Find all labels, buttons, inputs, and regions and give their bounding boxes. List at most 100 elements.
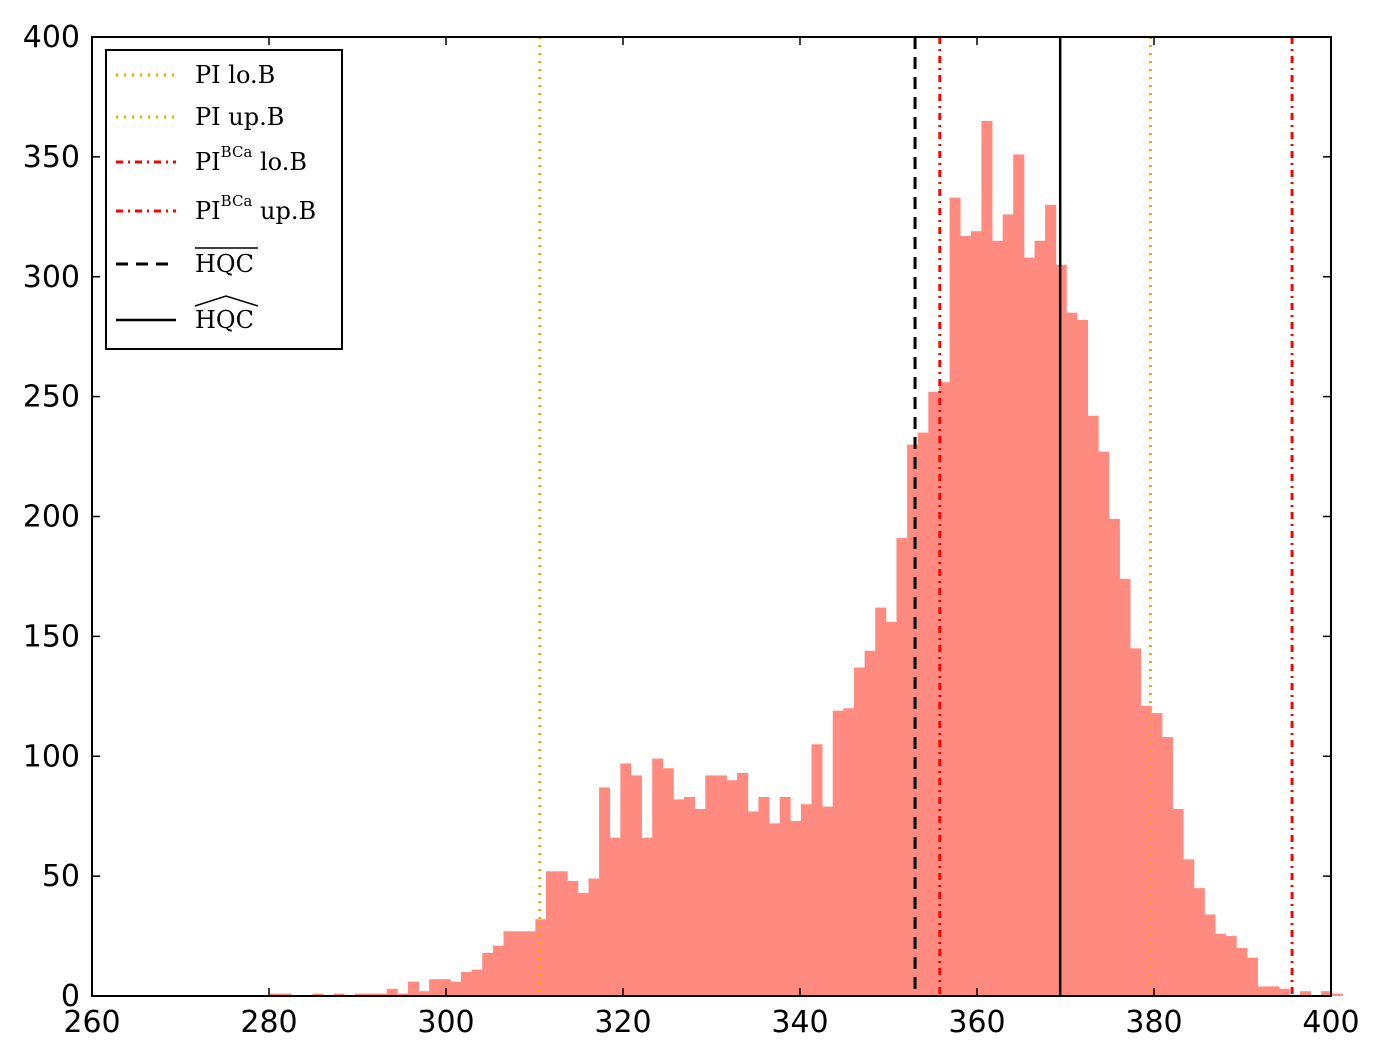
histogram-bar — [853, 667, 866, 996]
histogram-bar — [779, 797, 791, 996]
y-tick-label: 150 — [23, 619, 80, 654]
histogram-bar — [652, 758, 664, 996]
legend-box — [105, 49, 343, 350]
x-tick-label: 400 — [1302, 1005, 1359, 1040]
histogram-bar — [715, 775, 727, 996]
histogram-bar — [896, 538, 908, 996]
legend-label: HQC — [195, 306, 254, 334]
histogram-bar — [1034, 240, 1046, 997]
histogram-bar — [1023, 257, 1035, 996]
histogram-bar — [684, 797, 696, 996]
histogram-bar — [694, 809, 706, 996]
legend-label: HQC — [195, 250, 254, 278]
x-tick-label: 360 — [948, 1005, 1005, 1040]
histogram-bar — [397, 993, 409, 996]
histogram-bar — [992, 240, 1004, 997]
histogram-bar — [1246, 957, 1258, 996]
histogram-bar — [641, 837, 653, 996]
histogram-bar — [1268, 986, 1280, 996]
histogram-bar — [1108, 518, 1120, 996]
histogram-bar — [960, 235, 972, 997]
y-tick-label: 250 — [23, 380, 80, 415]
histogram-bar — [1151, 713, 1163, 996]
legend-accent — [194, 295, 259, 307]
histogram-bar — [917, 432, 929, 997]
histogram-bar — [875, 607, 887, 996]
histogram-bar — [832, 710, 844, 996]
x-tick-label: 280 — [240, 1005, 297, 1040]
histogram-bar — [843, 708, 855, 996]
y-tick-label: 400 — [23, 20, 80, 55]
histogram-bar — [1172, 809, 1184, 996]
histogram-bar — [885, 621, 897, 996]
x-tick-label: 340 — [771, 1005, 828, 1040]
histogram-bar — [1204, 914, 1216, 996]
histogram-bar — [386, 988, 398, 996]
histogram-bar — [514, 931, 526, 996]
histogram-bar — [758, 797, 770, 996]
histogram-bar — [1331, 993, 1343, 996]
histogram-bar — [1161, 737, 1173, 996]
histogram-bar — [577, 892, 589, 996]
histogram-bar — [471, 969, 483, 996]
histogram-bar — [662, 768, 674, 996]
histogram-bar — [1215, 933, 1227, 996]
histogram-bar — [269, 993, 281, 996]
histogram-bar — [726, 780, 738, 996]
y-tick-label: 50 — [42, 859, 80, 894]
histogram-bar — [1130, 648, 1142, 996]
histogram-bar — [673, 799, 685, 996]
histogram-bar — [1193, 888, 1205, 996]
histogram-bar — [1278, 988, 1290, 996]
histogram-bar — [705, 775, 717, 996]
legend-label: PIBCa lo.B — [195, 143, 307, 176]
histogram-bar — [938, 382, 950, 996]
histogram-bar — [1077, 319, 1089, 996]
histogram-bar — [450, 981, 462, 996]
histogram-bar — [1225, 936, 1237, 996]
reference-lines — [538, 37, 1294, 996]
histogram-bar — [1002, 214, 1014, 997]
histogram-bar — [1183, 859, 1195, 996]
histogram-bar — [1257, 986, 1269, 996]
histogram-bar — [492, 945, 504, 996]
histogram-bar — [418, 991, 430, 996]
histogram-bar — [588, 878, 600, 996]
histogram-bar — [1321, 991, 1333, 996]
histogram-bar — [365, 993, 377, 996]
histogram-bar — [407, 981, 419, 996]
histogram-bar — [981, 120, 993, 996]
histogram-bar — [790, 820, 802, 996]
histogram-bar — [949, 197, 961, 996]
histogram-bar — [747, 811, 759, 996]
y-tick-label: 0 — [61, 979, 80, 1014]
legend: PI lo.B PI up.B PIBCa lo.B PIBCa up.B HQC HQC — [105, 49, 343, 350]
histogram-bar — [333, 993, 345, 996]
y-tick-label: 100 — [23, 739, 80, 774]
histogram-bar — [864, 650, 876, 996]
y-tick-label: 300 — [23, 260, 80, 295]
histogram-bar — [556, 871, 568, 996]
histogram-bar — [354, 993, 366, 996]
histogram-bar — [1098, 451, 1110, 996]
legend-label: PI lo.B — [195, 61, 275, 89]
legend-label: PIBCa up.B — [195, 192, 316, 225]
histogram-bar — [1140, 705, 1152, 996]
histogram-bar — [482, 952, 494, 996]
x-tick-label: 300 — [417, 1005, 474, 1040]
x-tick-label: 380 — [1125, 1005, 1182, 1040]
histogram-bars — [269, 120, 1343, 997]
histogram-bar — [1066, 312, 1078, 997]
histogram-bar — [1087, 415, 1099, 996]
histogram-bar — [439, 979, 451, 996]
histogram-bar — [928, 391, 940, 997]
histogram-bar — [1300, 991, 1312, 996]
histogram-bar — [1119, 578, 1131, 996]
y-tick-label: 200 — [23, 500, 80, 535]
histogram-bar — [1045, 204, 1057, 996]
histogram-bar — [546, 871, 558, 996]
histogram-bar — [907, 444, 919, 997]
histogram-bar — [503, 931, 515, 996]
x-tick-label: 320 — [594, 1005, 651, 1040]
y-tick-label: 350 — [23, 140, 80, 175]
